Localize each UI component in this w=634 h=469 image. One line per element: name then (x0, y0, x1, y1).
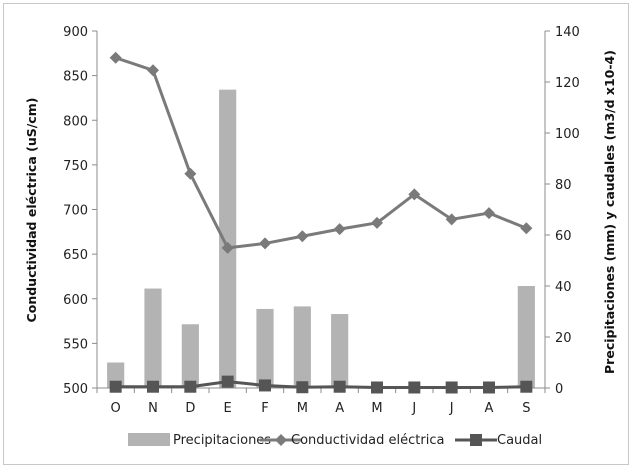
legend-label-precipitaciones: Precipitaciones (173, 433, 271, 448)
caudal-point (408, 381, 421, 394)
caudal-point (221, 375, 234, 388)
right-axis-ticks: 0 20 40 60 80 100 120 140 (545, 25, 580, 397)
left-tick-label: 500 (63, 382, 88, 397)
x-tick-label: A (335, 401, 344, 416)
legend-label-caudal: Caudal (497, 433, 542, 448)
precipitation-bar (293, 306, 311, 388)
caudal-line (115, 380, 527, 389)
caudal-point (296, 381, 309, 394)
conductividad-point (184, 167, 197, 180)
right-tick-label: 20 (555, 331, 572, 346)
right-tick-label: 60 (555, 229, 572, 244)
left-tick-label: 900 (63, 25, 88, 40)
precipitation-bars (107, 89, 535, 389)
x-tick-label: D (185, 401, 195, 416)
left-axis-title: Conductividad eléctrica (uS/cm) (24, 98, 39, 323)
caudal-point (520, 380, 533, 393)
right-tick-label: 80 (555, 178, 572, 193)
precipitation-bar (219, 89, 237, 389)
conductividad-point (371, 216, 383, 229)
caudal-series (109, 375, 533, 394)
x-tick-label: J (449, 401, 454, 416)
x-tick-label: S (522, 401, 530, 416)
conductividad-point (483, 207, 495, 220)
left-axis-ticks: 500 550 600 650 700 750 800 850 900 (63, 25, 97, 397)
left-tick-label: 850 (63, 70, 88, 85)
precipitation-bar (331, 314, 349, 388)
conductividad-point (333, 223, 346, 236)
conductividad-line (115, 56, 527, 250)
x-tick-label: M (371, 401, 382, 416)
conductividad-point (296, 230, 309, 243)
conductividad-series (109, 51, 533, 254)
caudal-point (109, 380, 122, 393)
right-tick-label: 40 (555, 280, 572, 295)
left-tick-label: 800 (63, 114, 88, 129)
left-tick-label: 600 (63, 293, 88, 308)
legend-label-conductividad: Conductividad eléctrica (291, 433, 444, 448)
legend-swatch-precipitaciones (128, 433, 170, 446)
precipitation-bar (256, 308, 274, 388)
axes (96, 31, 546, 389)
right-tick-label: 140 (555, 25, 580, 40)
right-tick-label: 0 (555, 382, 563, 397)
precipitation-bar (144, 288, 162, 388)
left-tick-label: 750 (63, 159, 88, 174)
x-tick-label: J (411, 401, 416, 416)
conductividad-point (109, 51, 122, 64)
left-tick-label: 650 (63, 248, 88, 263)
x-tick-label: E (224, 401, 232, 416)
x-tick-label: M (297, 401, 308, 416)
right-tick-label: 120 (555, 76, 580, 91)
x-tick-label: A (485, 401, 494, 416)
conductividad-point (221, 241, 234, 254)
legend-marker-conductividad (275, 434, 287, 446)
precipitation-bar (517, 286, 535, 388)
caudal-point (147, 380, 159, 393)
precipitation-bar (181, 324, 199, 388)
conductividad-point (445, 213, 458, 226)
caudal-point (371, 381, 383, 394)
x-tick-label: N (148, 401, 158, 416)
conductividad-point (259, 237, 271, 250)
caudal-point (259, 379, 271, 392)
caudal-point (445, 381, 458, 394)
right-tick-label: 100 (555, 127, 580, 142)
legend-marker-caudal (470, 434, 482, 446)
x-tick-label: O (111, 401, 121, 416)
conductividad-point (408, 188, 421, 201)
conductividad-point (147, 64, 159, 77)
caudal-point (184, 380, 197, 393)
x-tick-label: F (261, 401, 268, 416)
caudal-point (333, 380, 346, 393)
left-tick-label: 700 (63, 204, 88, 219)
legend: Precipitaciones Conductividad eléctrica … (128, 433, 542, 448)
right-axis-title: Precipitaciones (mm) y caudales (m3/d x1… (602, 50, 617, 374)
conductividad-point (520, 222, 533, 235)
caudal-point (483, 381, 495, 394)
left-tick-label: 550 (63, 337, 88, 352)
